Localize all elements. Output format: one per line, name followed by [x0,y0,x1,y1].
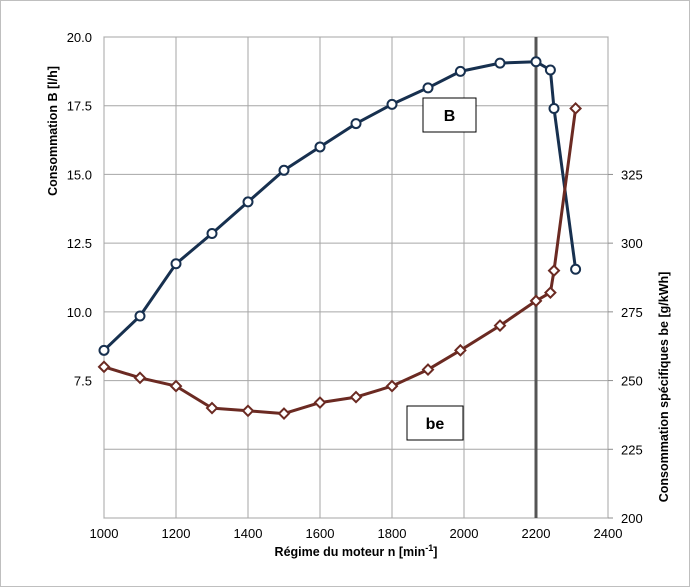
x-tick-label-2200: 2200 [522,526,551,541]
point-be [277,407,291,420]
point-B [134,310,146,322]
plot-area [103,36,609,519]
y-right-tick-label-250: 250 [621,374,643,389]
point-be [169,379,183,393]
y-left-tick-label-10.0: 10.0 [67,305,92,320]
series-label-box-B: B [422,97,477,133]
point-be [421,363,435,376]
point-be [529,294,543,308]
point-B [386,98,398,110]
point-B [98,344,110,356]
point-be [205,401,219,415]
x-tick-label-1400: 1400 [234,526,263,541]
x-tick-label-1600: 1600 [306,526,335,541]
point-be [543,286,557,300]
series-be [97,102,583,420]
point-B [454,65,466,77]
series-B [98,56,582,356]
point-B [278,164,290,176]
y-left-axis-title: Consommation B [l/h] [46,66,60,196]
point-be [313,396,327,409]
y-right-axis-title: Consommation spécifiques be [g/kWh] [657,272,671,503]
series-label-be: be [426,416,445,433]
y-right-tick-label-275: 275 [621,305,643,320]
point-be [385,379,399,393]
point-be [133,371,147,385]
series-label-box-border [422,97,477,133]
series-line-be [103,108,578,416]
point-B [422,82,434,94]
y-right-tick-label-200: 200 [621,511,643,526]
x-tick-label-1200: 1200 [162,526,191,541]
series-label-B: B [444,108,456,125]
series-label-box-be: be [406,405,464,441]
point-B [242,196,254,208]
series-line-B [102,60,578,352]
y-right-tick-label-325: 325 [621,167,643,182]
point-B [570,263,582,275]
point-B [494,57,506,69]
point-B [206,228,218,240]
series-label-box-border [406,405,464,441]
point-be [241,404,255,418]
y-left-tick-label-15.0: 15.0 [67,167,92,182]
x-axis-title: Régime du moteur n [min-1] [275,543,438,559]
point-B [350,118,362,130]
point-B [530,56,542,68]
y-right-tick-label-300: 300 [621,236,643,251]
point-be [569,102,583,115]
point-be [349,390,363,404]
x-tick-label-2400: 2400 [594,526,623,541]
y-left-tick-label-20.0: 20.0 [67,30,92,45]
point-B [548,102,560,114]
x-tick-label-1000: 1000 [90,526,119,541]
point-B [170,258,182,270]
x-tick-label-2000: 2000 [450,526,479,541]
y-left-tick-label-12.5: 12.5 [67,236,92,251]
point-be [493,319,507,333]
x-tick-label-1800: 1800 [378,526,407,541]
point-B [544,64,556,76]
y-right-tick-label-225: 225 [621,442,643,457]
point-be [97,360,111,374]
y-left-tick-label-7.5: 7.5 [74,374,92,389]
point-be [453,343,467,357]
y-left-tick-label-17.5: 17.5 [67,99,92,114]
point-B [314,141,326,153]
point-be [547,264,561,278]
